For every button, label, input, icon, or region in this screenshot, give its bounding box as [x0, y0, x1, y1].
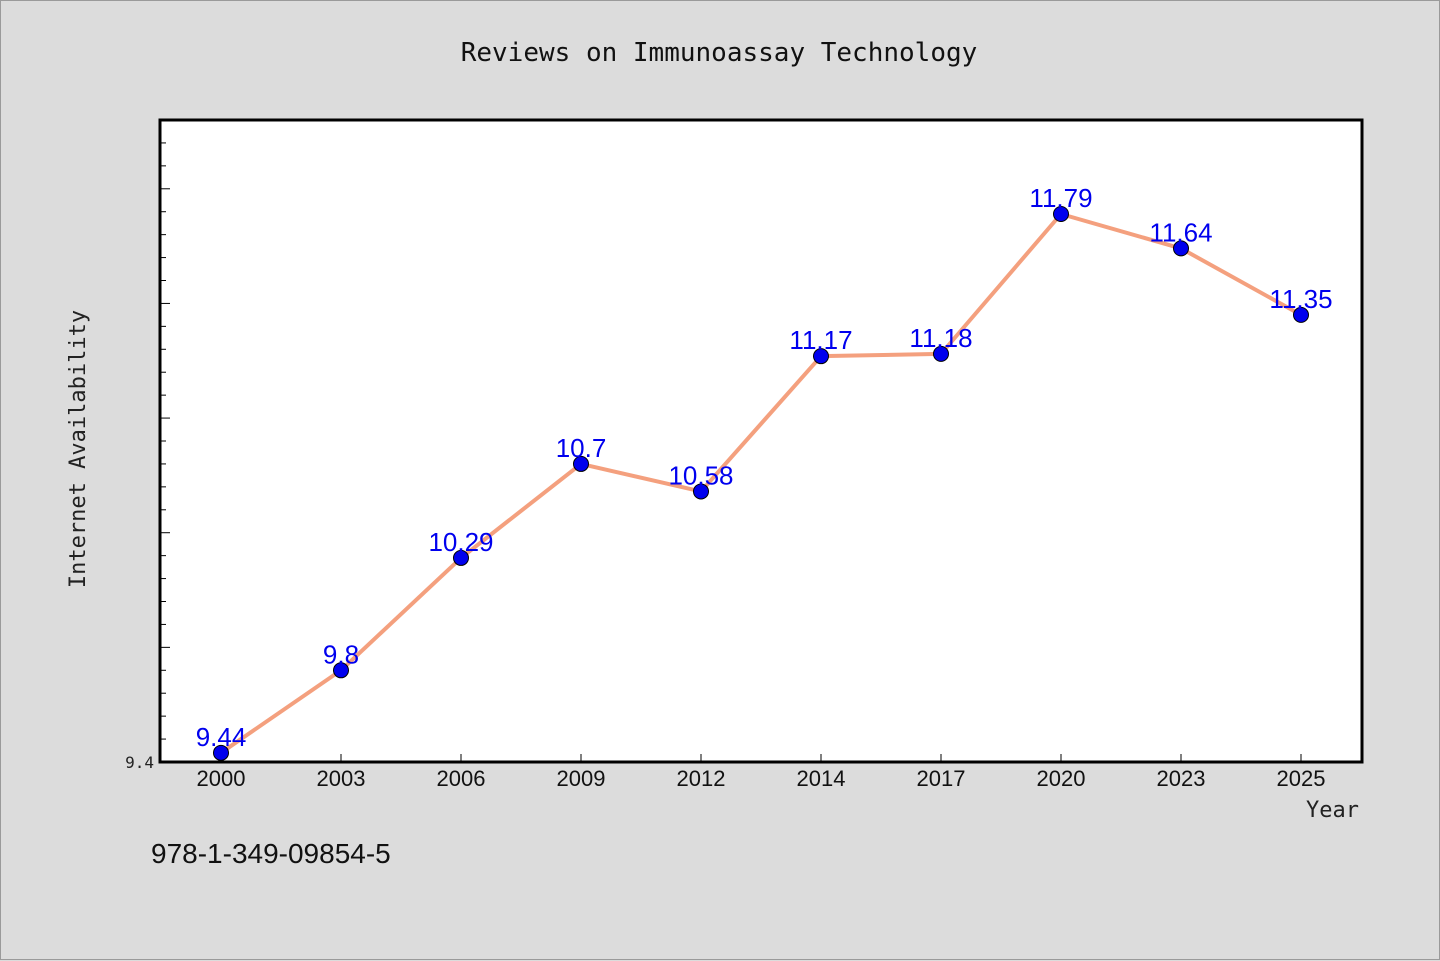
- data-label-2020: 11.79: [1029, 183, 1092, 213]
- data-label-2012: 10.58: [668, 460, 733, 490]
- x-tick-label-2000: 2000: [197, 766, 246, 791]
- y-tick-label-9.4: 9.4: [125, 753, 154, 772]
- data-label-2000: 9.44: [196, 722, 247, 752]
- x-axis-tick-labels: 2000 2003 2006 2009 2012 2014 2017 2020 2023 2025: [197, 766, 1326, 791]
- data-point-2025: [1293, 306, 1309, 323]
- x-axis-label: Year: [1306, 798, 1359, 823]
- data-label-2014: 11.17: [789, 325, 852, 355]
- x-tick-label-2003: 2003: [317, 766, 366, 791]
- data-label-2003: 9.8: [323, 639, 359, 669]
- data-point-2023: [1173, 240, 1189, 257]
- data-point-2020: [1053, 206, 1069, 223]
- x-tick-label-2025: 2025: [1277, 766, 1326, 791]
- x-tick-label-2017: 2017: [917, 766, 966, 791]
- plot-area: [158, 118, 1364, 764]
- data-point-2012: [693, 483, 709, 500]
- y-axis-label: Internet Availability: [66, 310, 91, 588]
- data-point-2017: [933, 345, 949, 362]
- x-tick-label-2023: 2023: [1157, 766, 1206, 791]
- series-line: [219, 212, 1302, 755]
- x-tick-label-2012: 2012: [677, 766, 726, 791]
- data-label-2009: 10.7: [556, 433, 607, 463]
- x-tick-label-2014: 2014: [797, 766, 846, 791]
- x-tick-label-2006: 2006: [437, 766, 486, 791]
- y-axis-ticks: [160, 142, 170, 763]
- y-axis-tick-labels: 9.4: [125, 753, 154, 772]
- data-label-2023: 11.64: [1149, 217, 1212, 247]
- x-tick-label-2020: 2020: [1037, 766, 1086, 791]
- data-label-2006: 10.29: [428, 527, 493, 557]
- data-point-2003: [333, 662, 349, 679]
- data-labels: 9.44 9.8 10.29 10.7 10.58 11.17 11.18 11.79 11.6…: [196, 183, 1333, 752]
- data-label-2017: 11.18: [909, 323, 972, 353]
- data-point-2014: [813, 348, 829, 365]
- chart-title: Reviews on Immunoassay Technology: [461, 38, 978, 68]
- data-point-2006: [453, 549, 469, 566]
- isbn-footer: 978-1-349-09854-5: [151, 838, 391, 869]
- data-label-2025: 11.35: [1269, 284, 1332, 314]
- series-markers: [213, 206, 1309, 761]
- data-point-2009: [573, 455, 589, 472]
- x-tick-label-2009: 2009: [557, 766, 606, 791]
- data-point-2000: [213, 744, 229, 761]
